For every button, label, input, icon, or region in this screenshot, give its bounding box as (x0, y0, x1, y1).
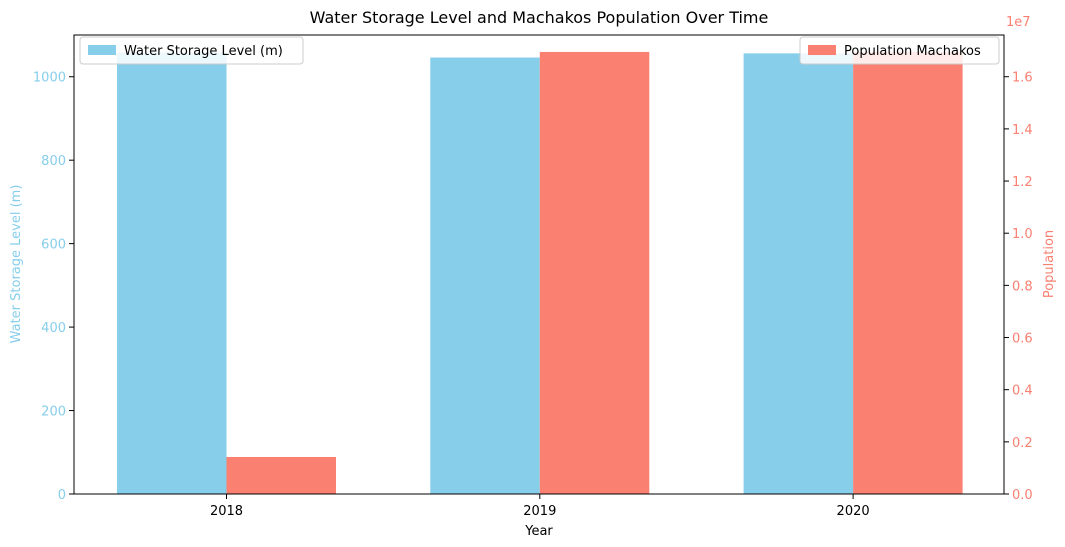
legend-left-label: Water Storage Level (m) (124, 44, 283, 59)
right-tick-label-10000000: 1.0 (1012, 227, 1033, 242)
right-tick-label-16000000: 1.6 (1012, 71, 1033, 86)
x-axis: 2018 2019 2020 (210, 494, 870, 519)
right-tick-label-2000000: 0.2 (1012, 436, 1033, 451)
right-tick-label-4000000: 0.4 (1012, 384, 1033, 399)
legend-left-box (79, 36, 304, 65)
x-tick-label-2018: 2018 (210, 504, 243, 519)
bar-population-2020 (853, 51, 963, 494)
right-axis-scale-label: 1e7 (1006, 15, 1031, 30)
right-tick-label-8000000: 0.8 (1012, 279, 1033, 294)
legend-right-box (799, 36, 1000, 65)
left-y-axis-label: Water Storage Level (m) (9, 185, 24, 344)
left-tick-label-1000: 1000 (33, 71, 66, 86)
x-tick-label-2020: 2020 (837, 504, 870, 519)
x-tick-label-2019: 2019 (523, 504, 556, 519)
left-y-axis: 0 200 400 600 800 1000 (33, 71, 74, 503)
bar-water-storage-2019 (430, 57, 540, 495)
right-tick-label-6000000: 0.6 (1012, 332, 1033, 347)
legend-left-swatch (88, 45, 116, 55)
left-tick-label-400: 400 (41, 321, 66, 336)
left-tick-label-0: 0 (58, 488, 66, 503)
legend-right-swatch (808, 45, 836, 55)
chart-title: Water Storage Level and Machakos Populat… (310, 8, 769, 27)
bar-water-storage-2018 (117, 52, 227, 495)
right-y-axis: 0.0 0.2 0.4 0.6 0.8 1.0 1.2 1.4 1.6 (1004, 71, 1033, 503)
bars-layer (117, 51, 963, 495)
left-tick-label-600: 600 (41, 238, 66, 253)
bar-population-2018 (226, 456, 336, 494)
plot-frame (73, 34, 1005, 495)
left-tick-label-200: 200 (41, 405, 66, 420)
legend-right-label: Population Machakos (844, 44, 981, 59)
x-axis-label: Year (524, 524, 553, 539)
right-tick-label-12000000: 1.2 (1012, 175, 1033, 190)
bar-population-2019 (539, 51, 650, 494)
right-tick-label-0: 0.0 (1012, 488, 1033, 503)
right-y-axis-label: Population (1042, 230, 1057, 298)
legend-water-storage: Water Storage Level (m) (79, 36, 304, 65)
right-tick-label-14000000: 1.4 (1012, 123, 1033, 138)
bar-water-storage-2020 (743, 53, 854, 495)
legend-population: Population Machakos (799, 36, 1000, 65)
left-tick-label-800: 800 (41, 154, 66, 169)
